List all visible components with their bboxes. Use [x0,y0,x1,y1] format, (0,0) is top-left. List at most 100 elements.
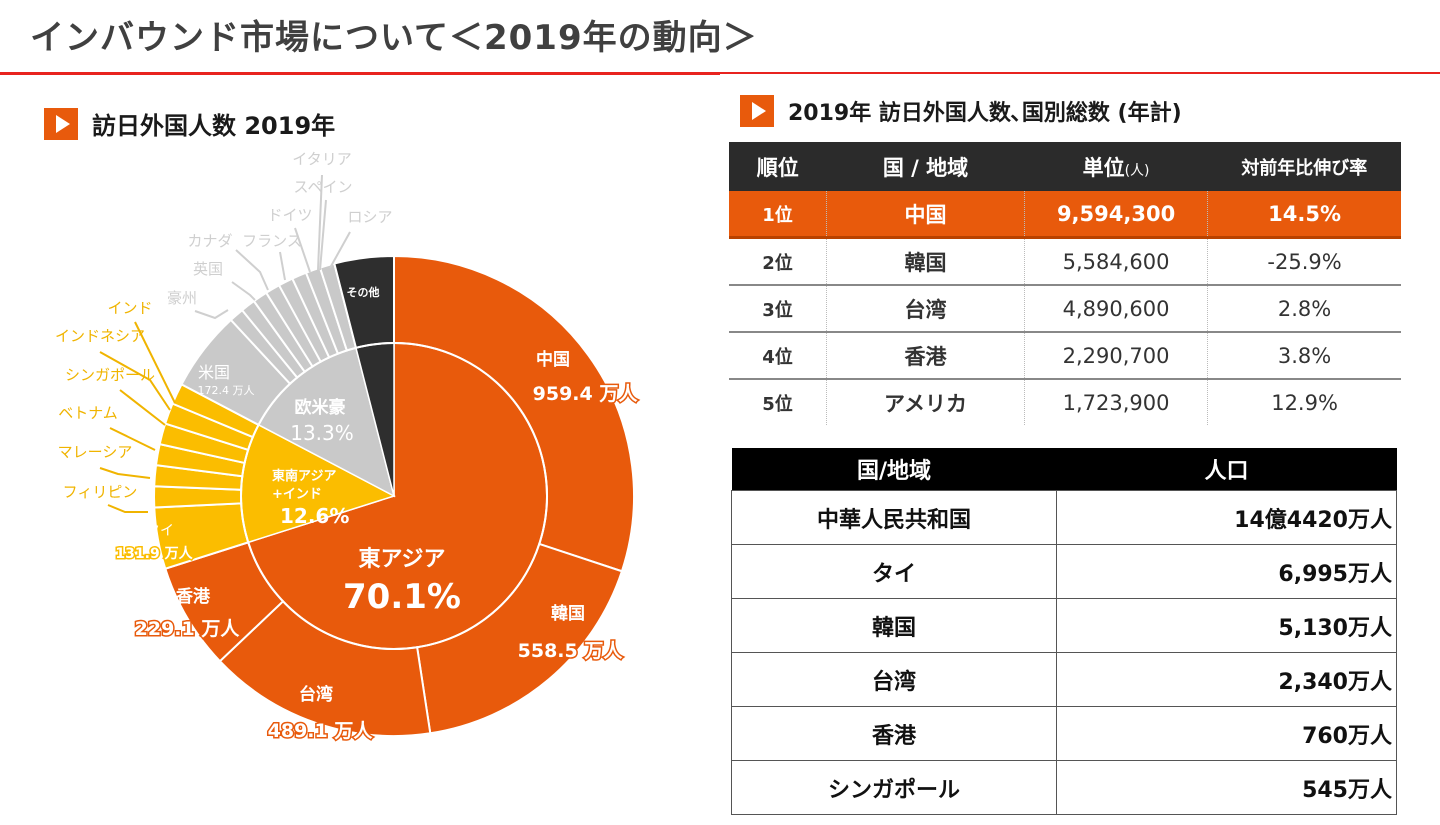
population-cell: 14億4420万人 [1056,490,1397,545]
rank-cell: 1位 [729,191,827,239]
ranking-row: 3位 台湾 4,890,600 2.8% [729,285,1401,333]
country-cell: 香港 [731,706,1057,761]
count-cell: 2,290,700 [1023,332,1208,380]
callout-line [99,467,151,479]
right-section-title: 2019年 訪日外国人数､国別総数 (年計) [788,101,1182,126]
count-cell: 1,723,900 [1023,379,1208,425]
play-icon [44,107,78,140]
inner-percent: 70.1% [343,577,461,617]
left-section-title: 訪日外国人数 2019年 [92,112,336,140]
outer-label: タイ [146,523,174,539]
rank-cell: 5位 [762,393,793,415]
callout-label: スペイン [294,178,353,196]
inner-percent: 12.6% [280,504,349,528]
country-cell: アメリカ [826,379,1025,425]
callout-label: インド [107,299,152,317]
ranking-table-header: 順位 国 / 地域 単位(人) 対前年比伸び率 [729,142,1401,191]
outer-value: 489.1 万人 [268,720,374,742]
right-section-heading: 2019年 訪日外国人数､国別総数 (年計) [740,95,1182,127]
header-country: 国/地域 [731,448,1057,491]
sunburst-chart: 東アジア 70.1% 東南アジア +インド 12.6% 欧米豪 13.3% 中国 959.4 万… [55,150,640,744]
inner-label: 欧米豪 [295,397,346,418]
left-section-heading: 訪日外国人数 2019年 [44,106,335,141]
population-cell: 760万人 [1056,706,1397,761]
inner-label: 東南アジア [272,468,336,484]
callout-line [279,251,286,281]
callout-line [119,389,166,426]
country-cell: タイ [731,544,1057,599]
growth-cell: 14.5% [1207,191,1401,239]
outer-value: 959.4 万人 [533,383,639,405]
inner-percent: 13.3% [290,421,354,445]
inner-label: +インド [272,487,322,502]
country-cell: 中国 [826,191,1025,239]
rank-cell: 4位 [729,332,827,380]
outer-value: 172.4 万人 [198,384,255,397]
callout-line [109,427,156,451]
count-cell: 5,584,600 [1023,237,1208,286]
count-cell: 9,594,300 [1023,191,1208,239]
callout-label: 英国 [193,260,223,278]
country-cell: シンガポール [731,760,1057,815]
rank-cell: 2位 [729,237,827,286]
callout-line [231,281,256,301]
callout-label: イタリア [292,150,351,168]
callout-label: インドネシア [55,327,145,345]
callout-label: マレーシア [58,443,133,461]
outer-label: 台湾 [299,684,333,705]
callout-line [235,249,269,291]
callout-label: フィリピン [63,483,138,501]
country-cell: 台湾 [826,285,1025,333]
callout-label: フランス [242,232,302,250]
callout-line [99,351,171,411]
page-title: インバウンド市場について＜2019年の動向＞ [30,18,758,58]
header-count-unit: (人) [1124,162,1150,179]
population-cell: 6,995万人 [1056,544,1397,599]
population-row: 韓国 5,130万人 [731,598,1397,653]
outer-label: 中国 [536,349,570,370]
ranking-row: 4位 香港 2,290,700 3.8% [729,332,1401,380]
ranking-table: 順位 国 / 地域 単位(人) 対前年比伸び率 1位 中国 9,594,300 14.… [729,142,1401,425]
callout-line [107,504,148,513]
country-cell: 台湾 [731,652,1057,707]
outer-value: 558.5 万人 [518,640,624,662]
header-count-label: 単位 [1082,155,1125,180]
count-cell: 4,890,600 [1023,285,1208,333]
rank-cell: 3位 [729,285,827,333]
header-rank: 順位 [729,142,827,191]
header-growth: 対前年比伸び率 [1207,142,1401,191]
title-divider [0,72,1440,78]
callout-line [134,321,176,404]
population-cell: 2,340万人 [1056,652,1397,707]
outer-value: 229.1 万人 [135,618,241,640]
ranking-row: 5位 アメリカ 1,723,900 12.9% [729,379,1401,425]
population-row: シンガポール 545万人 [731,760,1397,815]
play-icon [740,95,774,127]
population-cell: 545万人 [1056,760,1397,815]
outer-label: その他 [347,285,380,299]
outer-label: 香港 [176,586,211,607]
callout-line [194,309,229,320]
population-row: 台湾 2,340万人 [731,652,1397,707]
country-cell: 韓国 [826,237,1025,286]
callout-label: ベトナム [58,404,118,422]
outer-label: 韓国 [551,603,585,624]
callout-line [329,231,351,269]
callout-label: 豪州 [167,289,197,307]
population-table-header: 国/地域 人口 [731,448,1397,491]
growth-cell: 3.8% [1207,332,1401,380]
ranking-row: 1位 中国 9,594,300 14.5% [729,191,1401,239]
growth-cell: -25.9% [1207,237,1401,286]
population-row: 中華人民共和国 14億4420万人 [731,490,1397,545]
country-cell: 中華人民共和国 [731,490,1057,545]
header-population: 人口 [1056,448,1397,491]
population-row: 香港 760万人 [731,706,1397,761]
callout-line [319,199,327,271]
population-cell: 5,130万人 [1056,598,1397,653]
callout-label: ドイツ [267,206,312,224]
country-cell: 香港 [826,332,1025,380]
inner-ring-outline [240,342,548,650]
callout-line [294,227,311,273]
ranking-row: 2位 韓国 5,584,600 -25.9% [729,237,1401,286]
outer-label: 米国 [198,363,230,382]
